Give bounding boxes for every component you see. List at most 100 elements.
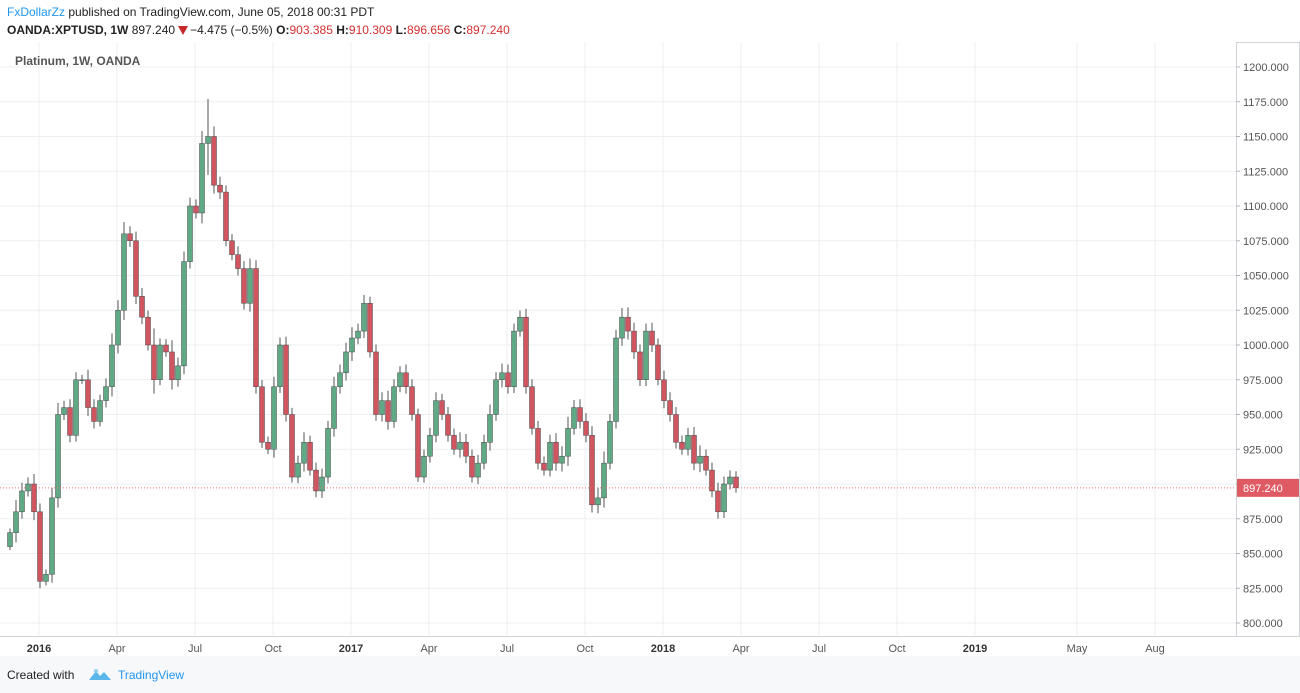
candle	[415, 408, 421, 482]
candle	[715, 482, 721, 519]
price-tick-label: 1075.000	[1243, 236, 1289, 248]
candle-body	[31, 483, 37, 513]
price-tick-label: 1150.000	[1243, 132, 1288, 144]
candle-body	[157, 344, 163, 380]
time-tick-label: Oct	[264, 643, 281, 655]
candle-body	[583, 421, 589, 436]
last-price: 897.240	[131, 23, 176, 37]
time-tick-label: May	[1067, 643, 1088, 655]
candle-body	[691, 435, 697, 464]
price-tick-label: 925.000	[1243, 444, 1283, 456]
candle	[223, 185, 229, 247]
candle	[583, 413, 589, 443]
candle	[607, 413, 613, 470]
candle-body	[433, 400, 439, 436]
candle-body	[121, 233, 127, 311]
chart-legend: Platinum, 1W, OANDA	[15, 54, 141, 68]
candle-body	[673, 414, 679, 443]
candle-body	[409, 386, 415, 415]
candle	[625, 307, 631, 340]
candle-body	[289, 414, 295, 478]
author-link[interactable]: FxDollarZz	[7, 5, 66, 19]
candle	[331, 376, 337, 437]
symbol-line: OANDA:XPTUSD, 1W 897.240 −4.475 (−0.5%) O…	[7, 23, 510, 37]
candle-body	[295, 462, 301, 478]
candle	[25, 477, 31, 497]
candle	[325, 420, 331, 484]
low-label: L:	[395, 23, 407, 37]
candle-body	[211, 136, 217, 186]
candle	[631, 322, 637, 359]
candle	[727, 470, 733, 490]
candle	[397, 366, 403, 393]
candle	[355, 323, 361, 345]
candle-body	[301, 442, 307, 464]
candle	[517, 310, 523, 337]
candle	[505, 364, 511, 394]
candle	[667, 392, 673, 422]
candle-body	[91, 407, 97, 422]
candle-body	[361, 303, 367, 332]
candle-body	[331, 386, 337, 429]
candle-body	[13, 511, 19, 533]
candle-body	[217, 184, 223, 193]
candle-body	[325, 428, 331, 478]
candle	[547, 434, 553, 477]
time-axis[interactable]: 2016 Apr Jul Oct 2017 Apr Jul Oct 2018 Apr Jul Oct 2…	[27, 643, 1165, 655]
candle	[679, 435, 685, 455]
candle-body	[367, 303, 373, 353]
candle	[697, 445, 703, 473]
candle-body	[385, 400, 391, 422]
candle-body	[649, 330, 655, 346]
price-tick-label: 1100.000	[1243, 201, 1288, 213]
candle-body	[571, 407, 577, 429]
candle	[535, 420, 541, 470]
candle-body	[391, 386, 397, 422]
candle	[493, 372, 499, 421]
candle-body	[637, 351, 643, 381]
candle	[343, 342, 349, 381]
candle	[181, 251, 187, 375]
symbol-name: OANDA:XPTUSD, 1W	[7, 23, 129, 37]
candle	[139, 288, 145, 325]
candle-body	[715, 490, 721, 513]
high-value: 910.309	[348, 23, 393, 37]
candle-body	[697, 455, 703, 464]
price-tick-label: 800.000	[1243, 618, 1283, 630]
tradingview-logo-icon[interactable]	[88, 668, 112, 682]
time-tick-label: 2018	[651, 643, 675, 655]
candle	[421, 449, 427, 483]
candle	[37, 503, 43, 589]
candle	[643, 323, 649, 387]
time-tick-label: Aug	[1145, 643, 1165, 655]
candle	[733, 471, 739, 493]
candle	[283, 336, 289, 422]
candle	[19, 482, 25, 519]
tradingview-link[interactable]: TradingView	[118, 668, 185, 682]
price-tick-label: 975.000	[1243, 375, 1283, 387]
candle-body	[421, 455, 427, 478]
candle	[67, 399, 73, 443]
price-axis[interactable]: 1200.000 1175.000 1150.000 1125.000 1100.000…	[1236, 62, 1289, 630]
candle	[439, 393, 445, 421]
candle	[337, 364, 343, 394]
candle-body	[607, 421, 613, 464]
candle-body	[601, 462, 607, 499]
candle	[229, 234, 235, 261]
candle-body	[187, 205, 193, 262]
candle-body	[721, 483, 727, 513]
candle	[637, 344, 643, 387]
price-tick-label: 1050.000	[1243, 271, 1289, 283]
candle	[157, 338, 163, 386]
candle-body	[229, 240, 235, 255]
candle	[445, 406, 451, 442]
candle	[265, 436, 271, 455]
candle	[523, 308, 529, 394]
price-chart[interactable]: 1200.000 1175.000 1150.000 1125.000 1100.000…	[0, 0, 1300, 656]
candle	[553, 433, 559, 471]
candle-body	[253, 268, 259, 387]
candle-body	[85, 379, 91, 408]
time-tick-label: Oct	[888, 643, 905, 655]
candle	[457, 432, 463, 458]
candle-body	[595, 497, 601, 506]
